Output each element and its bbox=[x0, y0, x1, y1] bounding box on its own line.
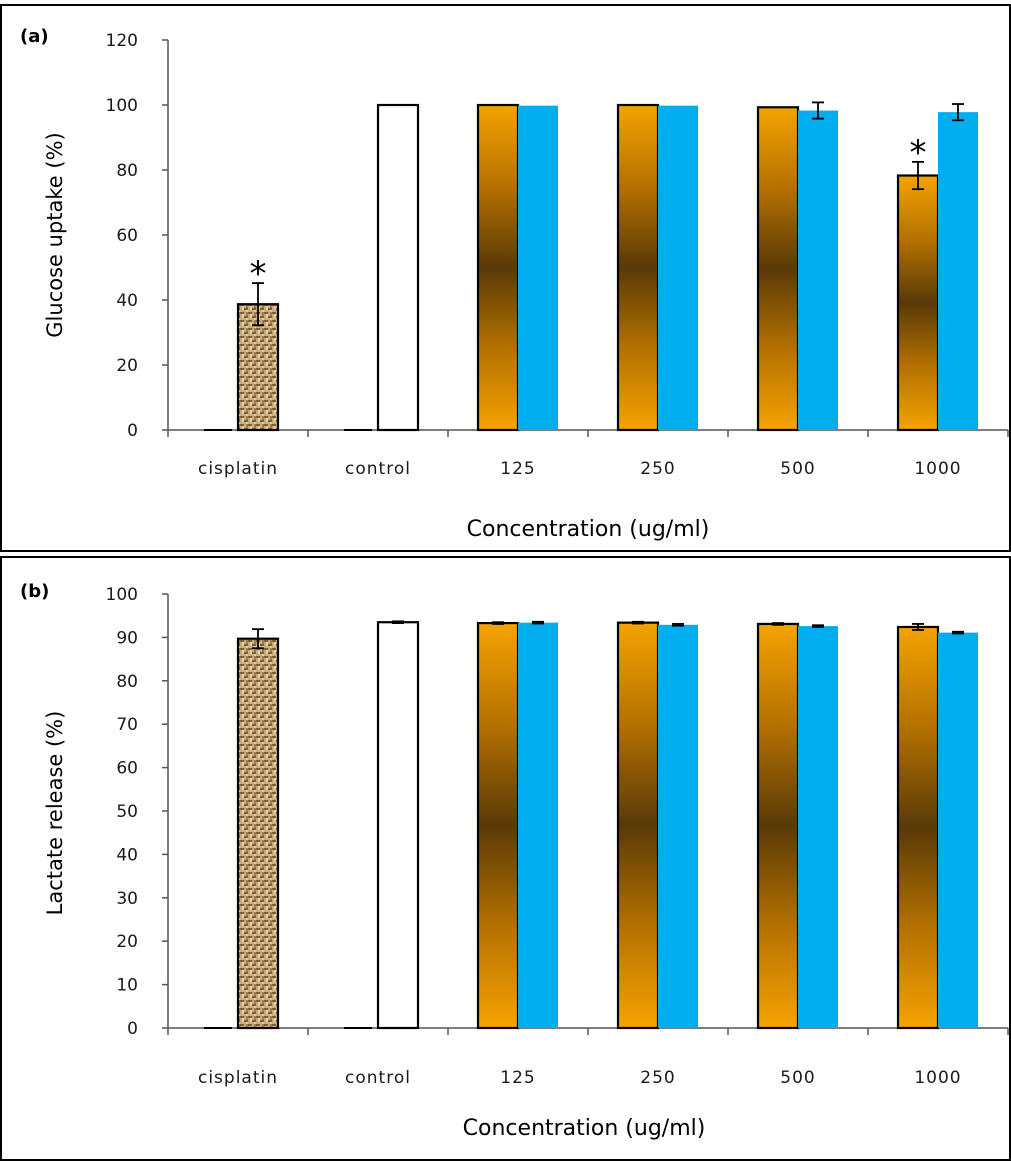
panel-b-ylabel: Lactate release (%) bbox=[43, 711, 67, 916]
category-label: 125 bbox=[500, 459, 535, 479]
panel-b-xlabel: Concentration (ug/ml) bbox=[463, 1116, 706, 1141]
bar bbox=[476, 103, 520, 432]
y-tick-label: 80 bbox=[116, 161, 138, 181]
bar bbox=[616, 103, 660, 432]
bar bbox=[518, 105, 558, 431]
y-tick-label: 50 bbox=[116, 802, 138, 822]
bar bbox=[938, 112, 978, 431]
bar bbox=[376, 621, 420, 1030]
bar bbox=[476, 621, 520, 1030]
panel-a-xlabel: Concentration (ug/ml) bbox=[467, 517, 710, 542]
y-tick-label: 80 bbox=[116, 672, 138, 692]
y-tick-label: 60 bbox=[116, 226, 138, 246]
category-label: 500 bbox=[780, 1068, 815, 1088]
bar bbox=[798, 626, 838, 1028]
y-tick-label: 20 bbox=[116, 356, 138, 376]
panel-b-plot: 0 10 20 30 40 50 60 70 80 90 100 cisplatin control 12… bbox=[106, 585, 1009, 1088]
bar bbox=[896, 174, 940, 432]
category-label: control bbox=[345, 1068, 411, 1088]
y-tick-label: 0 bbox=[127, 1019, 138, 1039]
bar bbox=[236, 637, 280, 1030]
panel-b-label: (b) bbox=[20, 581, 49, 602]
bar bbox=[376, 103, 420, 432]
bar bbox=[616, 621, 660, 1030]
y-tick-label: 100 bbox=[106, 585, 138, 605]
significance-star: * bbox=[250, 254, 267, 294]
bar bbox=[756, 622, 800, 1030]
bar bbox=[896, 625, 940, 1030]
y-tick-label: 10 bbox=[116, 976, 138, 996]
category-label: 250 bbox=[640, 1068, 675, 1088]
bar bbox=[798, 110, 838, 431]
y-tick-label: 90 bbox=[116, 628, 138, 648]
y-tick-label: 60 bbox=[116, 759, 138, 779]
y-tick-label: 30 bbox=[116, 889, 138, 909]
category-label: 125 bbox=[500, 1068, 535, 1088]
category-label: cisplatin bbox=[198, 1068, 278, 1088]
category-label: 1000 bbox=[914, 459, 961, 479]
panel-a-ylabel: Glucose uptake (%) bbox=[43, 132, 67, 337]
category-label: 250 bbox=[640, 459, 675, 479]
panel-a-plot: 0 20 40 60 80 100 120 cisplatin control 125 250 500… bbox=[106, 31, 1009, 479]
bar bbox=[938, 632, 978, 1028]
category-label: 500 bbox=[780, 459, 815, 479]
category-label: control bbox=[345, 459, 411, 479]
y-tick-label: 70 bbox=[116, 715, 138, 735]
y-tick-label: 120 bbox=[106, 31, 138, 51]
category-label: 1000 bbox=[914, 1068, 961, 1088]
bar bbox=[756, 106, 800, 432]
y-tick-label: 100 bbox=[106, 96, 138, 116]
bar bbox=[658, 624, 698, 1028]
bar bbox=[658, 105, 698, 431]
bar bbox=[518, 622, 558, 1028]
panel-a-label: (a) bbox=[20, 26, 49, 47]
y-tick-label: 20 bbox=[116, 932, 138, 952]
y-tick-label: 40 bbox=[116, 291, 138, 311]
significance-star: * bbox=[910, 133, 927, 173]
category-label: cisplatin bbox=[198, 459, 278, 479]
y-tick-label: 40 bbox=[116, 845, 138, 865]
y-tick-label: 0 bbox=[127, 421, 138, 441]
